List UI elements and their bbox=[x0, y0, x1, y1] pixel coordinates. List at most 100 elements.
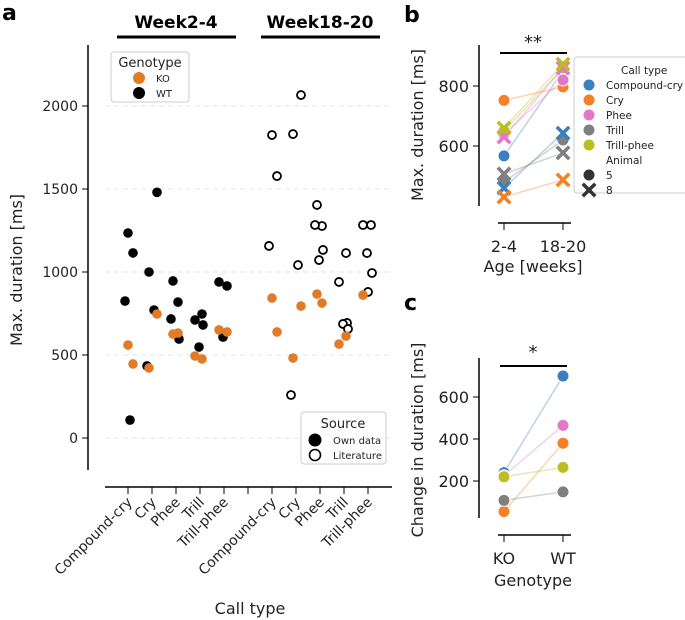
cross-marker bbox=[496, 189, 512, 205]
data-point-week18-20-wt-phee bbox=[318, 245, 328, 255]
x-axis-label-b: Age [weeks] bbox=[484, 257, 583, 276]
legend-b-marker-trill bbox=[583, 124, 595, 136]
panel-letter-b: b bbox=[404, 3, 420, 28]
cross-marker bbox=[555, 145, 571, 161]
cross-marker bbox=[496, 166, 512, 182]
legend-b-marker-animal-5 bbox=[583, 169, 595, 181]
data-point-week2-4-wt-compound-cry bbox=[125, 415, 135, 425]
data-point-week18-20-wt-compound-cry bbox=[272, 171, 282, 181]
data-point-week18-20-ko-compound-cry bbox=[267, 293, 277, 303]
data-point-week18-20-wt-compound-cry bbox=[264, 241, 274, 251]
data-point-week2-4-ko-cry bbox=[152, 309, 162, 319]
data-point-week2-4-wt-compound-cry bbox=[128, 248, 138, 258]
data-point-compound-cry bbox=[556, 369, 570, 383]
legend-b-label-animal-8: 8 bbox=[606, 185, 613, 197]
y-axis-label: Max. duration [ms] bbox=[7, 194, 26, 346]
significance-c: * bbox=[529, 342, 538, 363]
data-point-week2-4-ko-trill bbox=[190, 351, 200, 361]
data-point-week18-20-ko-cry bbox=[296, 301, 306, 311]
data-point-week2-4-wt-trill-phee bbox=[214, 277, 224, 287]
y-tick-label-b: 600 bbox=[438, 137, 469, 156]
y-tick-label: 1000 bbox=[42, 265, 78, 281]
series-line-trill-phee bbox=[503, 466, 564, 478]
data-point-week18-20-wt-compound-cry bbox=[267, 130, 277, 140]
data-point-week2-4-ko-compound-cry bbox=[123, 340, 133, 350]
series-line-trill-phee-animal-8 bbox=[503, 63, 564, 129]
data-point-week18-20-wt-cry bbox=[296, 90, 306, 100]
data-point-week2-4-ko-phee bbox=[173, 328, 183, 338]
data-point-week18-20-wt-cry bbox=[293, 260, 303, 270]
legend-b-label-animal-5: 5 bbox=[606, 170, 613, 182]
legend-wt-marker bbox=[133, 87, 145, 99]
y-tick-label-c: 400 bbox=[438, 430, 469, 449]
data-point-trill-animal-8 bbox=[555, 145, 571, 161]
legend-literature-marker bbox=[308, 448, 322, 462]
data-point-trill-phee-animal-8 bbox=[555, 56, 571, 72]
y-axis-label-c: Change in duration [ms] bbox=[408, 343, 427, 538]
cross-marker bbox=[555, 125, 571, 141]
legend-own-data-label: Own data bbox=[333, 436, 381, 447]
cross-marker bbox=[555, 172, 571, 188]
x-tick-label-c: KO bbox=[493, 549, 515, 568]
data-point-trill-phee bbox=[556, 460, 570, 474]
series-line-trill-animal-8 bbox=[503, 152, 564, 175]
data-point-week18-20-wt-trill bbox=[341, 248, 351, 258]
legend-b-marker-trill-phee bbox=[583, 139, 595, 151]
data-point-compound-cry-animal-5 bbox=[497, 149, 511, 163]
significance-b: ** bbox=[524, 32, 542, 53]
legend-own-data-marker bbox=[308, 433, 322, 447]
data-point-week18-20-ko-trill bbox=[334, 339, 344, 349]
legend-b-marker-phee bbox=[583, 109, 595, 121]
legend-b-label-compound-cry: Compound-cry bbox=[606, 80, 683, 92]
data-point-week18-20-wt-cry bbox=[286, 390, 296, 400]
y-axis-label-b: Max. duration [ms] bbox=[408, 49, 427, 201]
data-point-cry-animal-8 bbox=[555, 172, 571, 188]
data-point-week2-4-wt-phee bbox=[166, 314, 176, 324]
series-line-trill-phee-animal-5 bbox=[503, 67, 564, 132]
legend-b-label-cry: Cry bbox=[606, 95, 624, 107]
data-point-week2-4-wt-trill bbox=[194, 342, 204, 352]
data-point-week18-20-wt-trill bbox=[334, 277, 344, 287]
legend-b-label-trill-phee: Trill-phee bbox=[605, 140, 654, 152]
data-point-week2-4-wt-cry bbox=[152, 187, 162, 198]
data-point-trill-phee-animal-8 bbox=[496, 120, 512, 136]
legend-b: Call type Compound-cry Cry Phee Trill Trill-p… bbox=[573, 56, 685, 198]
legend-b-style-title: Animal bbox=[606, 155, 642, 167]
y-tick-label: 0 bbox=[69, 431, 78, 447]
legend-b-marker-cry bbox=[583, 94, 595, 106]
data-point-week2-4-wt-cry bbox=[144, 267, 154, 277]
series-line-cry-animal-5 bbox=[503, 86, 564, 102]
data-point-week2-4-ko-trill-phee bbox=[214, 325, 224, 335]
data-point-week2-4-wt-trill bbox=[197, 309, 207, 319]
panel-letter-a: a bbox=[2, 1, 17, 26]
data-point-cry bbox=[556, 436, 570, 450]
y-tick-label-c: 200 bbox=[438, 472, 469, 491]
data-point-week2-4-wt-compound-cry bbox=[123, 228, 133, 238]
data-point-week18-20-ko-trill-phee bbox=[358, 290, 368, 300]
series-line-cry bbox=[503, 442, 564, 512]
data-point-week2-4-wt-trill bbox=[198, 320, 208, 330]
y-tick-label-b: 800 bbox=[438, 77, 469, 96]
legend-b-hue-title: Call type bbox=[621, 65, 667, 77]
cross-marker bbox=[555, 60, 571, 76]
cross-marker bbox=[496, 120, 512, 136]
data-point-week18-20-wt-trill-phee bbox=[366, 220, 376, 230]
data-point-week18-20-ko-cry bbox=[288, 353, 298, 363]
series-line-trill bbox=[503, 491, 564, 502]
data-point-phee-animal-8 bbox=[555, 60, 571, 76]
data-point-cry bbox=[497, 504, 511, 518]
group-title-week2-4: Week2-4 bbox=[134, 13, 217, 33]
series-line-phee-animal-8 bbox=[503, 67, 564, 138]
legend-ko-label: KO bbox=[156, 74, 170, 85]
x-tick-label-compound-cry: Compound-cry bbox=[52, 495, 136, 579]
data-point-week18-20-ko-trill bbox=[341, 331, 351, 341]
data-point-week2-4-wt-trill-phee bbox=[222, 281, 232, 291]
data-point-week2-4-ko-cry bbox=[144, 363, 154, 373]
legend-b-label-phee: Phee bbox=[606, 110, 632, 122]
data-point-compound-cry-animal-8 bbox=[555, 125, 571, 141]
legend-genotype-title: Genotype bbox=[118, 56, 181, 71]
data-point-week18-20-wt-phee bbox=[314, 255, 324, 265]
x-tick-label-c: WT bbox=[550, 549, 576, 568]
